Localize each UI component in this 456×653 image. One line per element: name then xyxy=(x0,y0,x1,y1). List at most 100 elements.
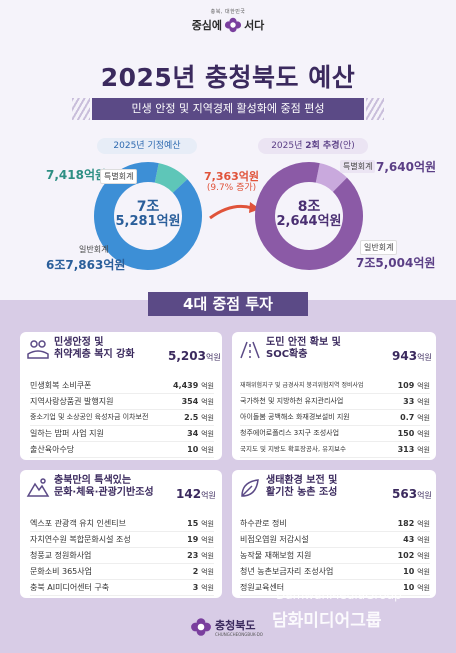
item-name: 중소기업 및 소상공인 육성자금 이차보전 xyxy=(30,413,149,421)
road-icon xyxy=(240,341,260,359)
item-value: 15 억원 xyxy=(187,516,214,532)
item-value-number: 313 xyxy=(397,445,415,454)
item-value-unit: 억원 xyxy=(201,552,214,560)
main-total-line1: 7조 xyxy=(136,199,160,215)
item-value-number: 0.7 xyxy=(400,413,415,422)
list-item: 국지도 및 지방도 확포장공사, 유지보수 313 억원 xyxy=(240,442,430,458)
item-value-unit: 억원 xyxy=(201,520,214,528)
slogan-left-word: 중심에 xyxy=(191,19,223,32)
province-logo-text: 충청북도 xyxy=(215,619,256,632)
card-welfare-amount-unit: 억원 xyxy=(205,353,221,362)
item-value-number: 10 xyxy=(403,583,415,592)
item-value: 354 억원 xyxy=(182,394,214,410)
item-value-number: 354 xyxy=(181,397,199,406)
item-name: 출산육아수당 xyxy=(30,445,75,454)
item-name: 일하는 밥퍼 사업 지원 xyxy=(30,429,104,438)
card-welfare: 민생안정 및 취약계층 복지 강화 5,203억원 민생회복 소비쿠폰 4,439 … xyxy=(20,332,222,460)
item-value-number: 10 xyxy=(403,567,415,576)
item-value-number: 102 xyxy=(397,551,415,560)
item-value: 4,439 억원 xyxy=(173,378,214,394)
item-value-number: 19 xyxy=(187,535,199,544)
list-item: 정원교육센터 10 억원 xyxy=(240,580,430,596)
item-value-number: 182 xyxy=(397,519,415,528)
item-value: 43 억원 xyxy=(403,532,430,548)
item-name: 하수관로 정비 xyxy=(240,519,287,528)
list-item: 지역사랑상품권 발행지원 354 억원 xyxy=(30,394,214,410)
increase-value: 7,363억원 xyxy=(204,170,260,183)
supp-general-tag: 일반회계 xyxy=(360,240,398,255)
province-logo-sub: CHUNGCHEONGBUK-DO xyxy=(215,632,263,637)
slogan-small-text: 충북, 대한민국 xyxy=(210,9,246,15)
card-culture-title: 충북만의 특색있는 문화·체육·관광기반조성 xyxy=(54,475,154,499)
main-budget-label: 2025년 기정예산 xyxy=(97,138,197,154)
supp-general-value: 7조5,004억원 xyxy=(356,256,436,270)
main-special-value: 7,418억원 xyxy=(46,168,107,182)
item-value: 3 억원 xyxy=(193,580,214,596)
item-name: 청주에어로폴리스 3지구 조성사업 xyxy=(240,429,340,437)
list-item: 출산육아수당 10 억원 xyxy=(30,442,214,458)
item-value-number: 150 xyxy=(397,429,415,438)
item-name: 정원교육센터 xyxy=(240,583,285,592)
item-name: 지역사랑상품권 발행지원 xyxy=(30,397,114,406)
list-item: 하수관로 정비 182 억원 xyxy=(240,516,430,532)
item-value-unit: 억원 xyxy=(201,398,214,406)
page-subtitle: 민생 안정 및 지역경제 활성화에 중점 편성 xyxy=(92,98,364,120)
card-welfare-list: 민생회복 소비쿠폰 4,439 억원 지역사랑상품권 발행지원 354 억원 중소기… xyxy=(30,378,214,458)
item-value-unit: 억원 xyxy=(417,568,430,576)
list-item: 청주에어로폴리스 3지구 조성사업 150 억원 xyxy=(240,426,430,442)
card-safety-title-line1: 도민 안전 확보 및 xyxy=(266,337,341,348)
item-value: 10 억원 xyxy=(403,564,430,580)
item-value: 182 억원 xyxy=(398,516,430,532)
list-item: 아이돌봄 공백해소 화재경보설비 지원 0.7 억원 xyxy=(240,410,430,426)
card-welfare-amount: 5,203억원 xyxy=(168,349,221,363)
item-value-number: 3 xyxy=(192,583,199,592)
item-value: 33 억원 xyxy=(403,394,430,410)
item-value-number: 34 xyxy=(187,429,199,438)
item-name: 농작물 재해보험 지원 xyxy=(240,551,312,560)
item-value-unit: 억원 xyxy=(201,568,214,576)
list-item: 일하는 밥퍼 사업 지원 34 억원 xyxy=(30,426,214,442)
supp-budget-total: 8조 2,644억원 xyxy=(273,199,345,230)
card-culture-title-line1: 충북만의 특색있는 xyxy=(54,475,132,486)
card-culture: 충북만의 특색있는 문화·체육·관광기반조성 142 억원 엑스포 관광객 유치 인… xyxy=(20,470,222,598)
leaf-icon xyxy=(241,479,259,497)
item-value: 0.7 억원 xyxy=(400,410,430,426)
item-value-unit: 억원 xyxy=(201,446,214,454)
increase-info: 7,363억원 (9.7% 증가) xyxy=(204,170,259,194)
supp-donut-segment-1 xyxy=(255,162,363,270)
card-culture-amount-value: 142 xyxy=(176,487,202,501)
card-safety-amount: 943억원 xyxy=(392,349,432,363)
page-title: 2025년 충청북도 예산 xyxy=(100,63,356,92)
item-value-unit: 억원 xyxy=(417,430,430,438)
card-safety: 도민 안전 확보 및 SOC확충 943억원 재해위험지구 및 급경사지 붕괴위험… xyxy=(232,332,436,460)
item-name: 국가하천 및 지방하천 유지관리사업 xyxy=(240,397,344,405)
item-value: 19 억원 xyxy=(187,532,214,548)
list-item: 국가하천 및 지방하천 유지관리사업 33 억원 xyxy=(240,394,430,410)
item-value-unit: 억원 xyxy=(417,382,430,390)
item-value-unit: 억원 xyxy=(417,398,430,406)
item-value-unit: 억원 xyxy=(201,430,214,438)
item-value: 34 억원 xyxy=(187,426,214,442)
item-name: 청풍교 정원화사업 xyxy=(30,551,92,560)
item-value-unit: 억원 xyxy=(417,446,430,454)
card-culture-list: 엑스포 관광객 유치 인센티브 15 억원 자치연수원 복합문화시설 조성 19 억… xyxy=(30,516,214,596)
item-value-number: 4,439 xyxy=(173,381,199,390)
card-welfare-title: 민생안정 및 취약계층 복지 강화 xyxy=(54,337,135,361)
item-value: 109 억원 xyxy=(398,378,430,394)
list-item: 재해위험지구 및 급경사지 붕괴위험지역 정비사업 109 억원 xyxy=(240,378,430,394)
watermark-latin: DamwahMediaGroup xyxy=(276,588,402,602)
item-value-number: 109 xyxy=(397,381,415,390)
list-item: 농작물 재해보험 지원 102 억원 xyxy=(240,548,430,564)
supp-total-line2: 2,644억원 xyxy=(276,214,342,230)
item-value: 10 억원 xyxy=(187,442,214,458)
main-budget-total: 7조 5,281억원 xyxy=(112,199,184,230)
card-welfare-title-line2: 취약계층 복지 강화 xyxy=(54,349,135,360)
card-culture-title-line2: 문화·체육·관광기반조성 xyxy=(54,487,154,498)
supp-special-tag: 특별회계 xyxy=(340,160,376,173)
supp-label-bold: 2회 추경 xyxy=(305,141,340,151)
list-item: 문화소비 365사업 2 억원 xyxy=(30,564,214,580)
supp-budget-label: 2025년 2회 추경(안) xyxy=(258,138,368,154)
item-name: 비점오염원 저감시설 xyxy=(240,535,309,544)
slogan-right-word: 서다 xyxy=(244,19,265,32)
